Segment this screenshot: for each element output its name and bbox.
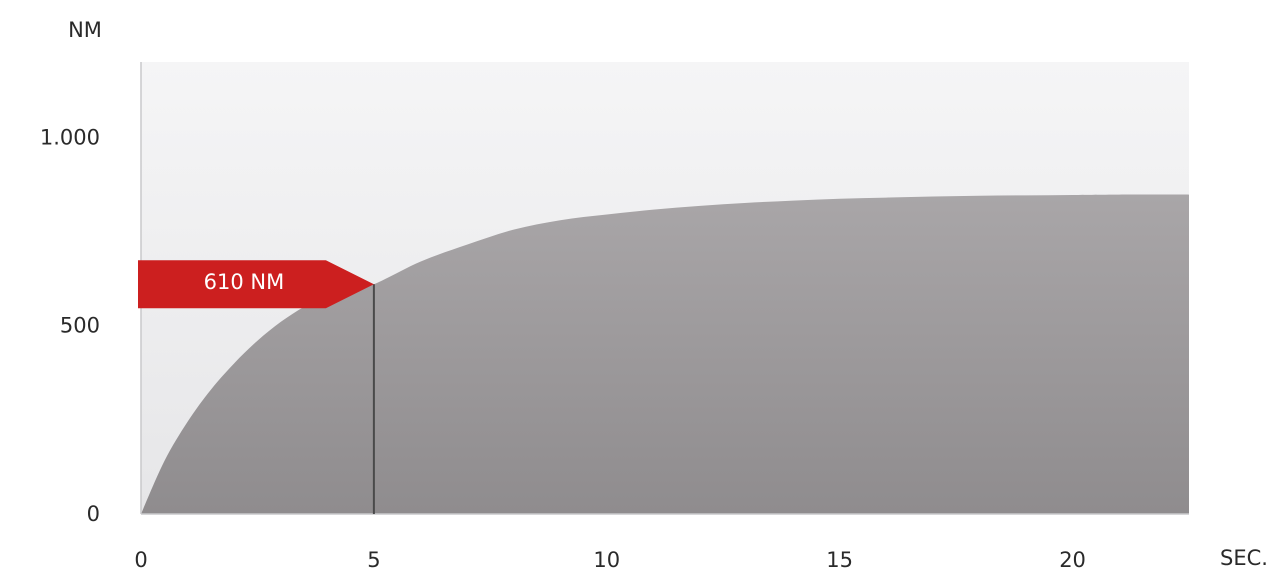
y-tick-label: 500 <box>60 314 100 338</box>
x-tick-label: 0 <box>134 548 147 572</box>
torque-area <box>141 194 1189 514</box>
y-axis-label: NM <box>68 18 102 42</box>
x-tick-label: 15 <box>826 548 853 572</box>
annotation-callout <box>138 260 374 309</box>
y-tick-label: 0 <box>87 502 100 526</box>
x-tick-label: 10 <box>593 548 620 572</box>
y-tick-labels: 0 500 1.000 <box>40 125 100 526</box>
x-tick-labels: 0 5 10 15 20 <box>134 548 1086 572</box>
y-tick-label: 1.000 <box>40 125 100 149</box>
x-tick-label: 20 <box>1059 548 1086 572</box>
x-tick-label: 5 <box>367 548 380 572</box>
x-axis-label: SEC. <box>1220 546 1268 570</box>
annotation-label: 610 NM <box>204 270 285 294</box>
